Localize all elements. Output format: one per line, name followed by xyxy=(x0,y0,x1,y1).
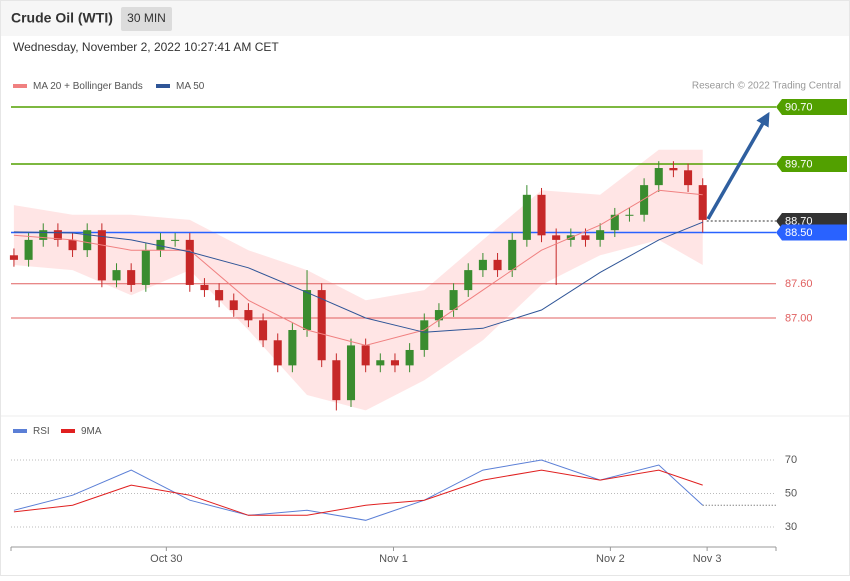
indicator-line xyxy=(13,189,703,346)
candle-body xyxy=(53,230,62,240)
candle-body xyxy=(596,230,605,240)
x-tick-label: Nov 2 xyxy=(596,553,625,565)
candle-body xyxy=(332,360,341,401)
candle-body xyxy=(317,290,326,361)
candle-body xyxy=(83,230,92,251)
level-tag xyxy=(776,224,847,241)
level-tag xyxy=(776,156,847,173)
level-label: 88.50 xyxy=(785,227,813,239)
legend-label: 9MA xyxy=(81,426,102,437)
candle-body xyxy=(420,320,429,350)
candle-body xyxy=(39,230,48,240)
candle-body xyxy=(464,270,473,291)
y-tick-label: 50 xyxy=(785,487,797,499)
candle-body xyxy=(478,259,487,271)
candle-body xyxy=(171,239,180,241)
candle-body xyxy=(200,284,209,291)
interval-badge[interactable] xyxy=(121,7,172,31)
candle-body xyxy=(185,239,194,285)
candle-body xyxy=(229,300,238,311)
candle-body xyxy=(259,320,268,341)
legend-swatch xyxy=(156,84,170,88)
candle-body xyxy=(684,170,693,186)
candle-body xyxy=(9,255,18,260)
candle-body xyxy=(376,360,385,366)
candle-body xyxy=(303,290,312,331)
candle-body xyxy=(669,168,678,171)
candle-body xyxy=(640,185,649,215)
instrument-title: Crude Oil (WTI) xyxy=(11,10,113,26)
candle-body xyxy=(493,259,502,271)
candle-body xyxy=(273,340,282,366)
candle-body xyxy=(156,239,165,251)
candle-body xyxy=(522,194,531,240)
credit: Research © 2022 Trading Central xyxy=(692,81,841,92)
level-label: 90.70 xyxy=(785,101,813,113)
candle-body xyxy=(581,235,590,240)
x-tick-label: Nov 3 xyxy=(693,553,722,565)
timestamp: Wednesday, November 2, 2022 10:27:41 AM … xyxy=(13,40,279,54)
candle-body xyxy=(97,230,106,281)
series-line xyxy=(13,469,703,516)
candle-body xyxy=(127,270,136,285)
interval-label[interactable]: 30 MIN xyxy=(127,11,166,25)
candle-body xyxy=(346,345,356,401)
candle-body xyxy=(552,235,561,240)
candle-body xyxy=(537,194,546,236)
candle-body xyxy=(390,360,399,366)
legend-swatch xyxy=(13,429,27,433)
candle-body xyxy=(508,239,517,271)
candle-body xyxy=(610,214,619,231)
x-tick-label: Oct 30 xyxy=(150,553,182,565)
candle-body xyxy=(112,270,121,281)
candle-body xyxy=(449,290,458,311)
legend-label: MA 20 + Bollinger Bands xyxy=(33,81,143,92)
x-tick-label: Nov 1 xyxy=(379,553,408,565)
legend-swatch xyxy=(13,84,27,88)
legend-label: MA 50 xyxy=(176,81,205,92)
candle-body xyxy=(654,168,663,186)
y-tick-label: 30 xyxy=(785,521,797,533)
legend-label: RSI xyxy=(33,426,50,437)
indicator-line xyxy=(13,221,703,333)
legend-swatch xyxy=(61,429,75,433)
candle-body xyxy=(625,214,634,216)
candle-body xyxy=(698,185,707,220)
candle-body xyxy=(361,345,370,366)
candle-body xyxy=(288,330,297,366)
candle-body xyxy=(215,290,224,301)
level-tag xyxy=(776,98,847,115)
forecast-arrow xyxy=(706,111,770,220)
candle-body xyxy=(244,310,253,321)
candle-body xyxy=(141,250,150,285)
candle-body xyxy=(434,310,443,321)
level-label: 88.70 xyxy=(785,215,813,227)
level-label: 87.00 xyxy=(785,312,813,324)
level-label: 89.70 xyxy=(785,158,813,170)
candle-body xyxy=(68,239,77,251)
y-tick-label: 70 xyxy=(785,454,797,466)
candle-body xyxy=(24,239,33,260)
candle-body xyxy=(405,349,414,366)
level-label: 87.60 xyxy=(785,278,813,290)
